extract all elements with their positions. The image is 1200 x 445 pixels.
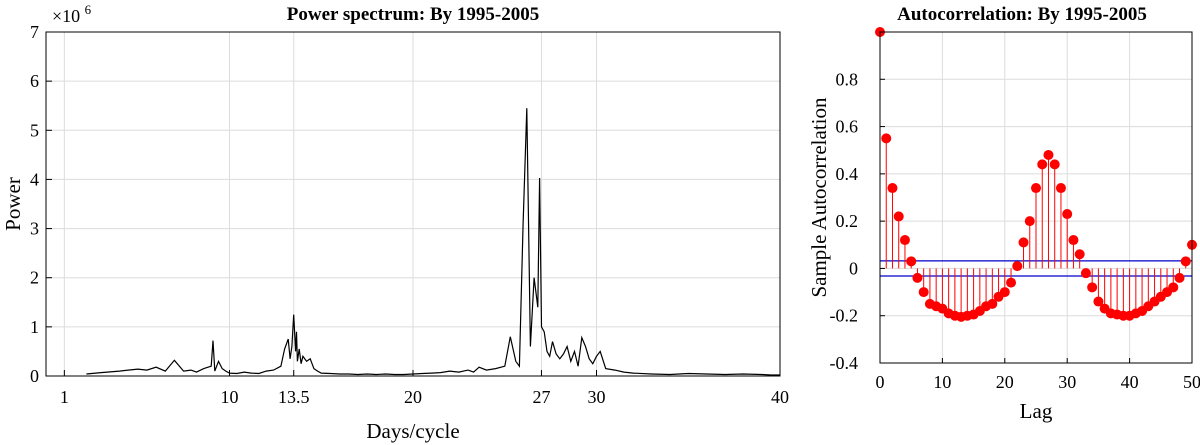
autocorrelation-point: [1043, 149, 1054, 160]
power-spectrum-plot-area: [86, 108, 780, 376]
autocorrelation-point: [1074, 249, 1085, 260]
y-tick-label: 2: [30, 268, 39, 288]
x-tick-label: 50: [1183, 372, 1200, 392]
autocorrelation-point: [912, 272, 923, 283]
autocorrelation-point: [899, 235, 910, 246]
autocorrelation-point: [1174, 272, 1185, 283]
autocorrelation-x-axis-label: Lag: [1020, 399, 1053, 423]
y-tick-label: 3: [30, 219, 39, 239]
power-spectrum-x-axis-label: Days/cycle: [366, 419, 459, 443]
autocorrelation-point: [1168, 282, 1179, 293]
autocorrelation-point: [1080, 268, 1091, 279]
x-tick-label: 30: [1058, 372, 1076, 392]
y-tick-label: 0: [849, 258, 858, 278]
y-tick-label: 0.6: [836, 117, 859, 137]
autocorrelation-point: [1037, 159, 1048, 170]
power-spectrum-title: Power spectrum: By 1995-2005: [287, 4, 539, 25]
power-spectrum-y-ticks: 0 1 2 3 4 5 6 7: [30, 22, 52, 386]
power-spectrum-grid: [46, 31, 781, 377]
autocorrelation-y-axis-label: Sample Autocorrelation: [807, 97, 831, 298]
y-exponent-power: 6: [85, 2, 92, 17]
x-tick-label: 10: [933, 372, 951, 392]
autocorrelation-point: [1031, 183, 1041, 194]
autocorrelation-point: [1087, 282, 1098, 293]
autocorrelation-point: [1018, 237, 1029, 248]
power-spectrum-chart: 1 10 13.5 20 27 30 40 0 1 2 3 4 5 6 7 Power spectrum:…: [1, 2, 789, 443]
autocorrelation-point: [906, 256, 917, 267]
x-tick-label: 20: [404, 387, 422, 407]
y-exponent-base: ×10: [52, 6, 80, 26]
y-tick-label: 6: [30, 71, 39, 91]
power-spectrum-line: [86, 108, 780, 376]
y-tick-label: 0: [30, 366, 39, 386]
y-tick-label: 0.8: [836, 69, 859, 89]
x-tick-label: 40: [1121, 372, 1139, 392]
y-tick-label: -0.4: [830, 353, 859, 373]
autocorrelation-y-ticks: -0.4 -0.2 0 0.2 0.4 0.6 0.8: [830, 69, 885, 373]
autocorrelation-chart: 0 10 20 30 40 50 -0.4 -0.2 0 0.2 0.4 0.6 0.8 Autoco…: [807, 4, 1200, 423]
autocorrelation-point: [1068, 235, 1079, 246]
autocorrelation-title: Autocorrelation: By 1995-2005: [897, 4, 1147, 25]
y-tick-label: 4: [30, 169, 39, 189]
autocorrelation-point: [1180, 256, 1191, 267]
autocorrelation-point: [887, 183, 898, 194]
autocorrelation-x-ticks: 0 10 20 30 40 50: [876, 358, 1200, 392]
autocorrelation-point: [918, 287, 929, 298]
x-tick-label: 10: [221, 387, 239, 407]
x-tick-label: 30: [588, 387, 606, 407]
autocorrelation-point: [1055, 183, 1066, 194]
x-tick-label: 40: [771, 387, 789, 407]
y-tick-label: 0.4: [836, 164, 859, 184]
x-tick-label: 27: [532, 387, 550, 407]
power-spectrum-x-ticks: 1 10 13.5 20 27 30 40: [60, 370, 789, 407]
power-spectrum-y-exponent: ×10 6: [52, 2, 92, 26]
autocorrelation-point: [1093, 296, 1104, 307]
autocorrelation-point: [1006, 277, 1017, 288]
autocorrelation-point: [1012, 261, 1023, 272]
autocorrelation-point: [881, 133, 892, 144]
autocorrelation-point: [1024, 216, 1035, 227]
y-tick-label: 1: [30, 317, 39, 337]
x-tick-label: 1: [60, 387, 69, 407]
x-tick-label: 0: [876, 372, 885, 392]
y-tick-label: 7: [30, 22, 39, 42]
autocorrelation-axes-box: [879, 31, 1193, 364]
autocorrelation-point: [987, 298, 998, 309]
power-spectrum-y-axis-label: Power: [1, 177, 25, 231]
power-spectrum-axes-box: [45, 31, 781, 377]
x-tick-label: 20: [996, 372, 1014, 392]
autocorrelation-point: [999, 287, 1010, 298]
autocorrelation-point: [1062, 209, 1073, 220]
y-tick-label: 0.2: [836, 211, 859, 231]
autocorrelation-point: [1049, 159, 1060, 170]
y-tick-label: 5: [30, 120, 39, 140]
y-tick-label: -0.2: [830, 306, 859, 326]
autocorrelation-point: [893, 211, 904, 222]
x-tick-label: 13.5: [278, 387, 310, 407]
autocorrelation-plot-area: [875, 27, 1197, 322]
